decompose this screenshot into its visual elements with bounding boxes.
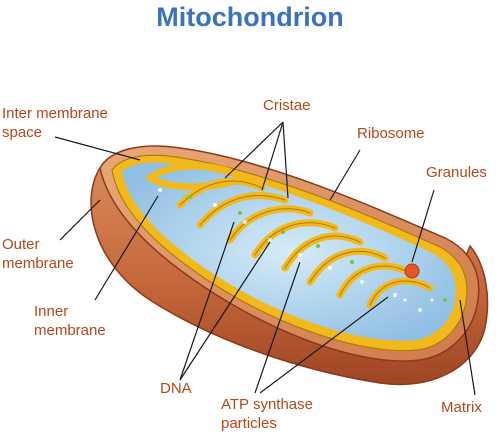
label-inter-membrane-space: Inter membrane space — [2, 104, 108, 142]
label-cristae: Cristae — [263, 97, 311, 114]
label-outer-membrane-line1: Outer — [2, 236, 40, 253]
cristae-fold-edges — [179, 180, 431, 306]
atp-synthase-particles — [158, 188, 434, 312]
label-atp-synthase-line1: ATP synthase — [221, 396, 313, 413]
label-atp-synthase-line2: particles — [221, 415, 277, 432]
page-title: Mitochondrion — [156, 2, 344, 32]
granule — [404, 263, 420, 279]
label-ribosome: Ribosome — [357, 125, 425, 142]
label-inter-membrane-space-line1: Inter membrane — [2, 105, 108, 122]
label-inter-membrane-space-line2: space — [2, 124, 43, 141]
label-atp-synthase-particles: ATP synthase particles — [221, 395, 313, 433]
label-outer-membrane: Outer membrane — [2, 235, 74, 273]
label-dna: DNA — [160, 380, 192, 397]
label-granules: Granules — [426, 164, 487, 181]
leader-lines — [54, 121, 476, 396]
label-matrix: Matrix — [441, 399, 482, 416]
label-inner-membrane: Inner membrane — [34, 302, 106, 340]
ribosome-dots — [188, 195, 447, 302]
label-outer-membrane-line2: membrane — [2, 255, 74, 272]
label-inner-membrane-line1: Inner — [34, 303, 69, 320]
label-inner-membrane-line2: membrane — [34, 322, 106, 339]
